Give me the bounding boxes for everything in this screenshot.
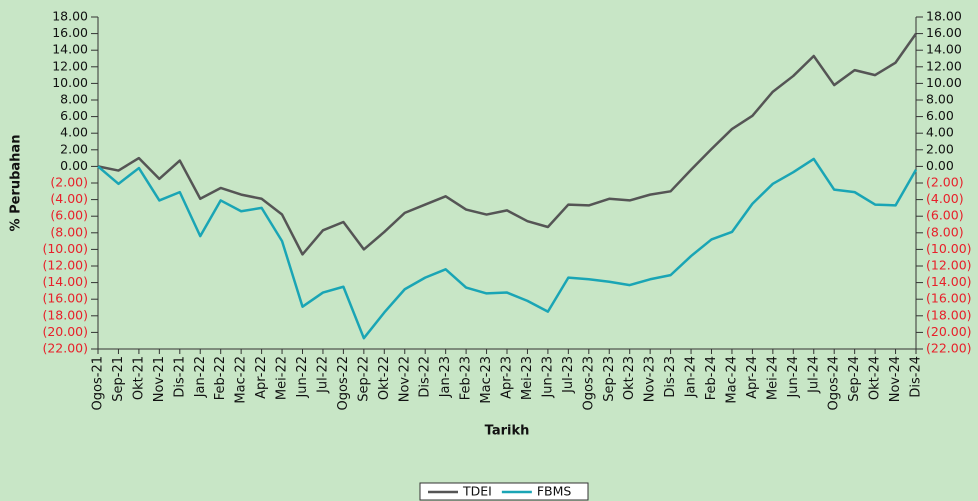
y-tick-label: 4.00 [60, 125, 88, 140]
y2-tick-label: 14.00 [926, 42, 962, 57]
y-tick-label: 0.00 [60, 158, 88, 173]
x-tick-label: Okt-24 [868, 356, 883, 400]
x-tick-label: Jul-22 [315, 356, 330, 394]
y2-tick-label: (10.00) [926, 241, 972, 256]
x-tick-label: Sep-21 [111, 356, 126, 402]
x-tick-label: Feb-22 [213, 356, 228, 400]
y-tick-label: (10.00) [42, 241, 88, 256]
y2-tick-label: (12.00) [926, 258, 972, 273]
x-axis-label: Tarikh [485, 424, 530, 439]
x-tick-label: Mei-22 [275, 356, 290, 400]
x-tick-label: Jul-23 [561, 356, 576, 394]
y2-tick-label: 18.00 [926, 9, 962, 24]
x-tick-label: Apr-22 [254, 356, 269, 399]
x-tick-label: Jan-22 [193, 356, 208, 398]
x-tick-label: Jun-23 [540, 356, 555, 399]
x-tick-label: Feb-24 [704, 356, 719, 400]
y-tick-label: 18.00 [52, 9, 88, 24]
x-tick-label: Jan-24 [684, 356, 699, 398]
y2-tick-label: (18.00) [926, 307, 972, 322]
legend-label: TDEI [462, 484, 492, 499]
y-tick-label: 16.00 [52, 25, 88, 40]
y-tick-label: (6.00) [50, 208, 88, 223]
y2-tick-label: (20.00) [926, 324, 972, 339]
x-tick-label: Jun-22 [295, 356, 310, 399]
x-tick-label: Sep-22 [356, 356, 371, 402]
x-tick-label: Sep-23 [602, 356, 617, 402]
y2-tick-label: 10.00 [926, 75, 962, 90]
line-series [97, 32, 918, 256]
x-tick-label: Okt-22 [377, 356, 392, 400]
x-tick-label: Sep-24 [847, 356, 862, 402]
y-tick-label: (20.00) [42, 324, 88, 339]
y2-tick-label: (14.00) [926, 274, 972, 289]
x-tick-label: Feb-23 [459, 356, 474, 400]
y2-tick-label: 8.00 [926, 92, 954, 107]
y-tick-label: (2.00) [50, 175, 88, 190]
y2-tick-label: (2.00) [926, 175, 964, 190]
y-tick-label: 10.00 [52, 75, 88, 90]
x-tick-label: Dis-21 [172, 356, 187, 398]
y-axis-label: % Perubahan [9, 135, 24, 232]
y2-tick-label: 6.00 [926, 108, 954, 123]
y2-tick-label: (8.00) [926, 224, 964, 239]
x-tick-label: Apr-23 [500, 356, 515, 399]
y-tick-label: (16.00) [42, 291, 88, 306]
x-tick-label: Apr-24 [745, 356, 760, 399]
x-tick-label: Okt-23 [622, 356, 637, 400]
x-tick-label: Mac-23 [479, 356, 494, 404]
x-tick-label: Mei-24 [765, 356, 780, 400]
y-tick-label: (8.00) [50, 224, 88, 239]
y-tick-label: 6.00 [60, 108, 88, 123]
x-tick-label: Jan-23 [438, 356, 453, 398]
x-tick-label: Nov-21 [152, 356, 167, 402]
y2-tick-label: 2.00 [926, 141, 954, 156]
x-tick-label: Mac-24 [724, 356, 739, 404]
y2-tick-label: (16.00) [926, 291, 972, 306]
x-tick-label: Jun-24 [786, 356, 801, 399]
y-tick-label: 8.00 [60, 92, 88, 107]
x-tick-label: Okt-21 [131, 356, 146, 400]
x-tick-label: Ogos-21 [91, 356, 106, 410]
legend-label: FBMS [537, 484, 572, 499]
line-series [97, 157, 918, 340]
y2-tick-label: (22.00) [926, 341, 972, 356]
y-tick-label: (14.00) [42, 274, 88, 289]
x-tick-label: Dis-22 [418, 356, 433, 398]
y2-tick-label: 16.00 [926, 25, 962, 40]
y-tick-label: (22.00) [42, 341, 88, 356]
x-tick-label: Ogos-23 [581, 356, 596, 410]
y-tick-label: (18.00) [42, 307, 88, 322]
y-tick-label: 12.00 [52, 58, 88, 73]
x-tick-label: Mac-22 [234, 356, 249, 404]
x-tick-label: Dis-24 [909, 356, 924, 398]
y-tick-label: 14.00 [52, 42, 88, 57]
x-tick-label: Ogos-22 [336, 356, 351, 410]
x-tick-label: Jul-24 [806, 356, 821, 394]
y2-tick-label: (6.00) [926, 208, 964, 223]
x-tick-label: Nov-24 [888, 356, 903, 402]
x-tick-label: Dis-23 [663, 356, 678, 398]
x-tick-label: Nov-23 [643, 356, 658, 402]
y2-tick-label: 4.00 [926, 125, 954, 140]
x-tick-label: Mei-23 [520, 356, 535, 400]
x-tick-label: Ogos-24 [827, 356, 842, 410]
y2-tick-label: 0.00 [926, 158, 954, 173]
y2-tick-label: (4.00) [926, 191, 964, 206]
y2-tick-label: 12.00 [926, 58, 962, 73]
y-tick-label: (12.00) [42, 258, 88, 273]
x-tick-label: Nov-22 [397, 356, 412, 402]
y-tick-label: 2.00 [60, 141, 88, 156]
y-tick-label: (4.00) [50, 191, 88, 206]
